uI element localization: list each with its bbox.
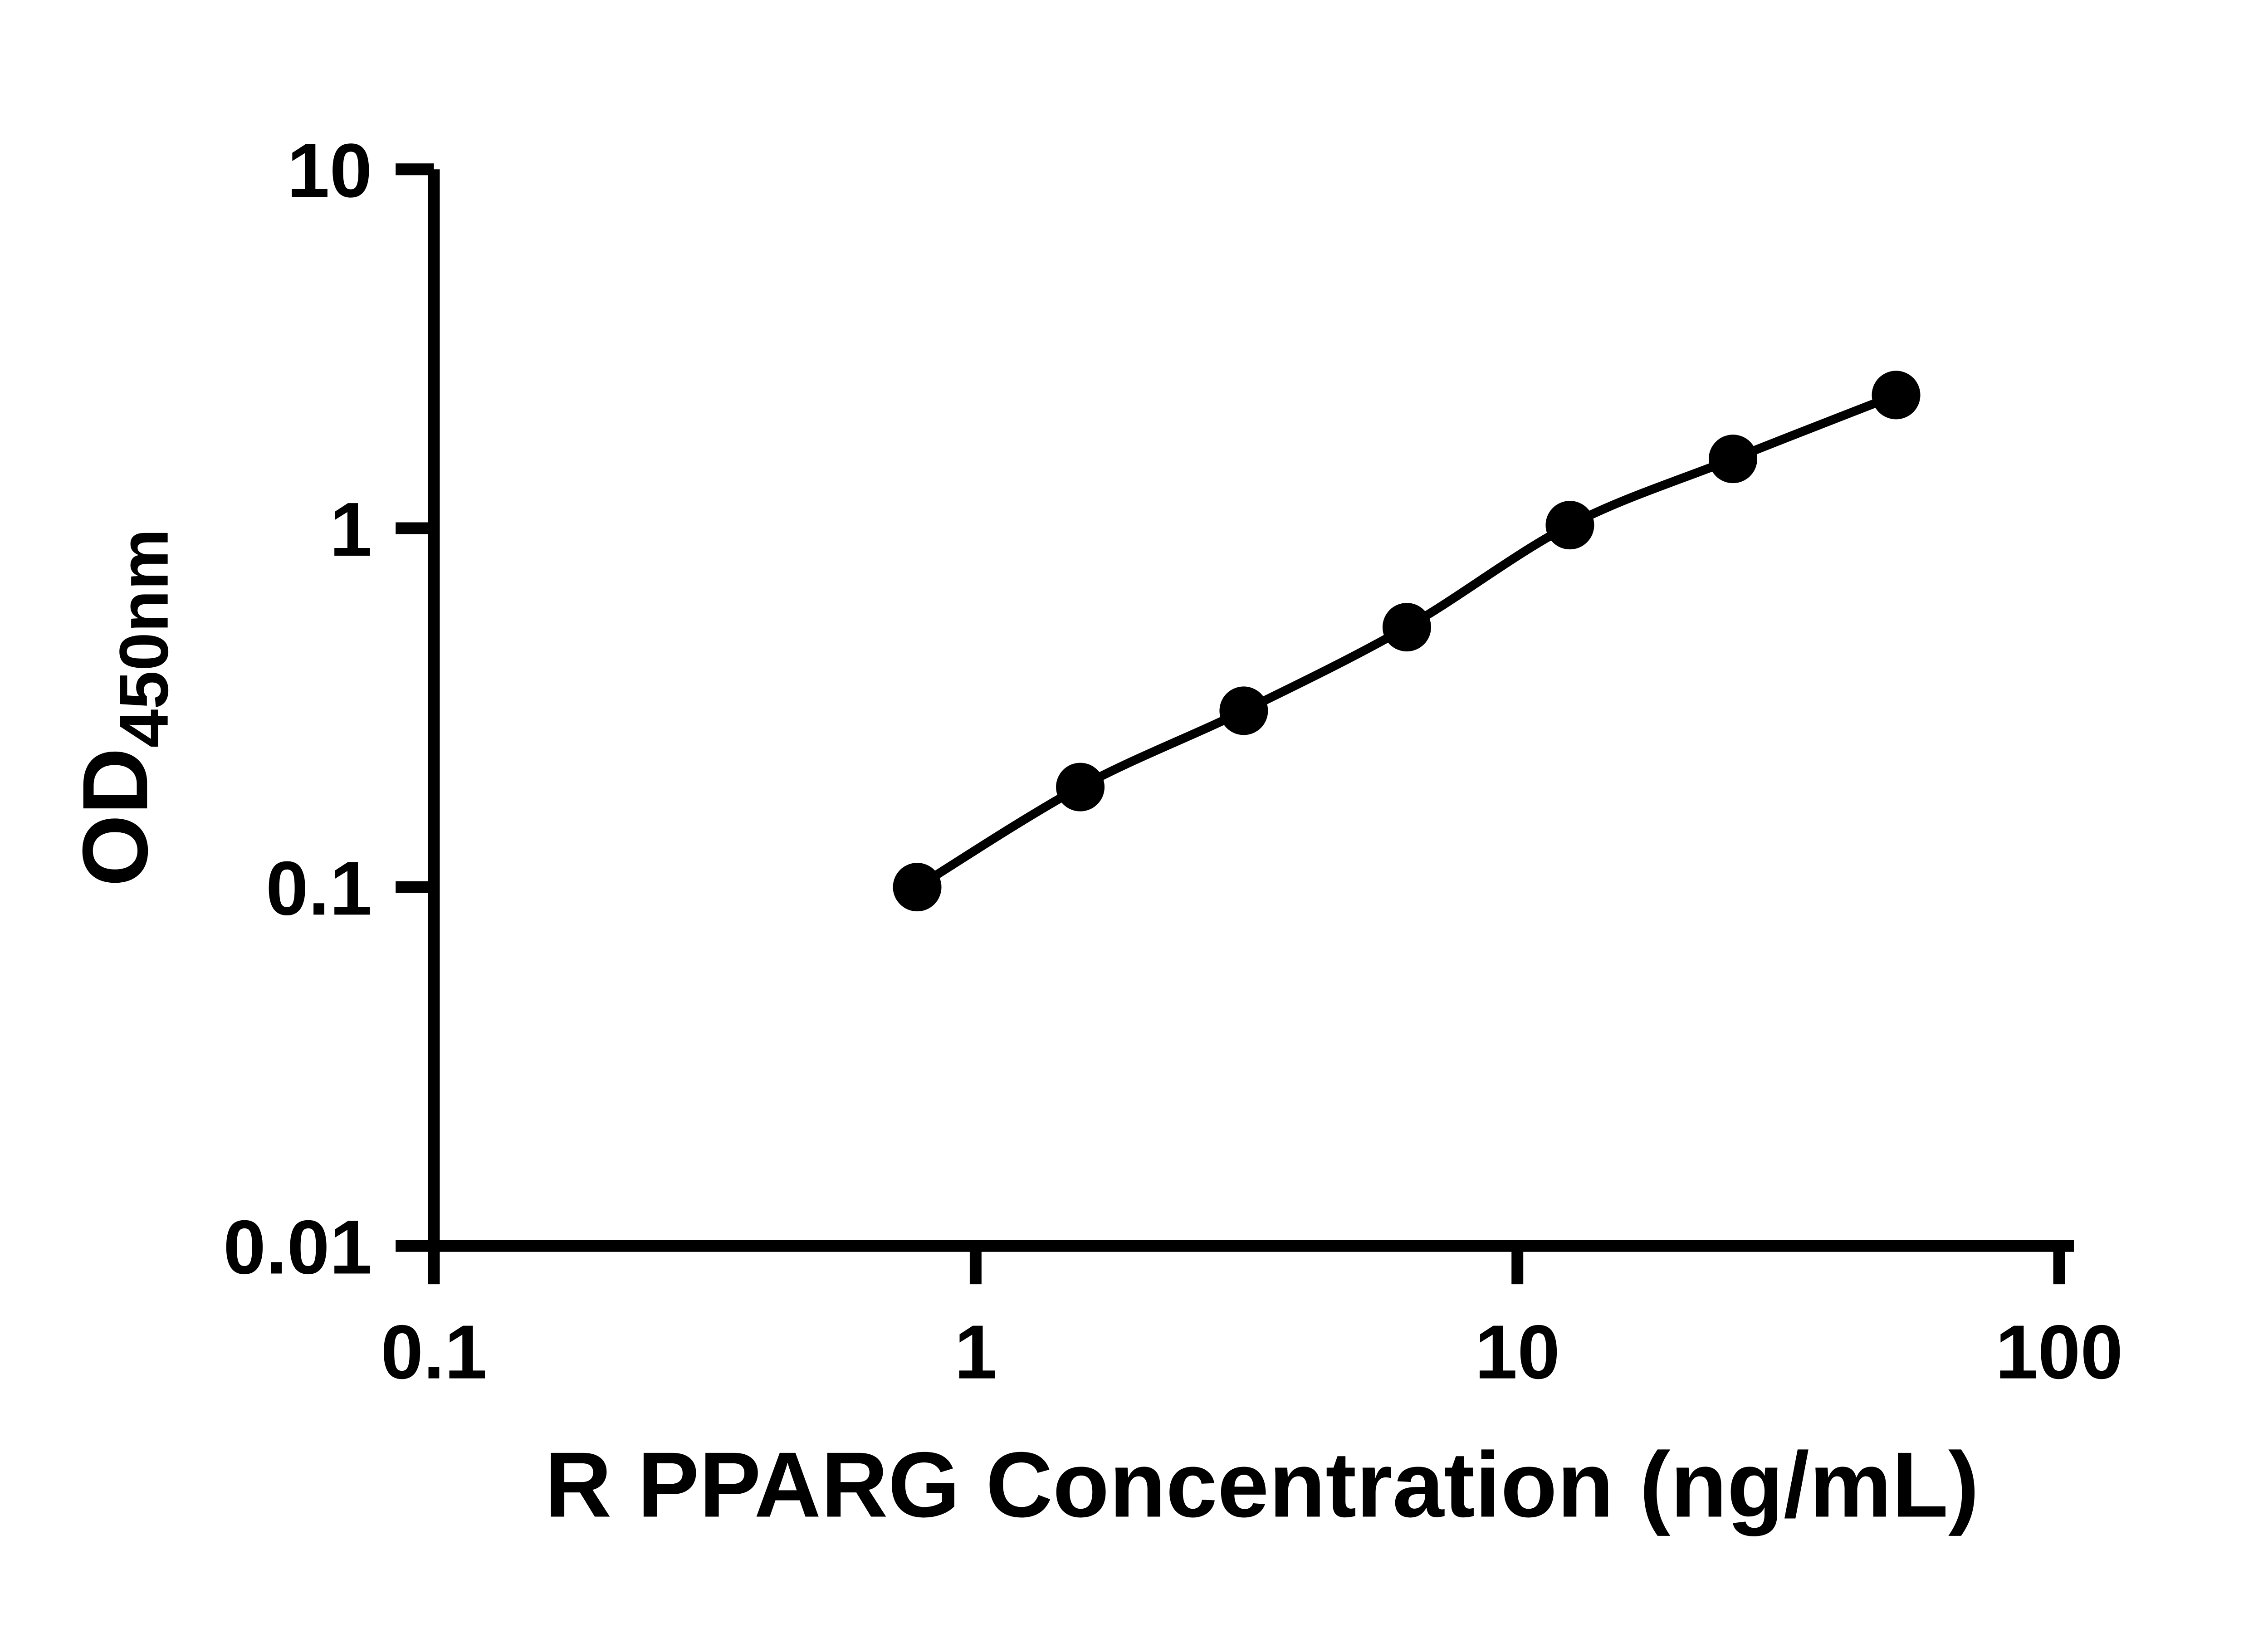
x-axis-title: R PPARG Concentration (ng/mL) bbox=[545, 1433, 1979, 1536]
y-tick-label: 0.1 bbox=[266, 845, 372, 931]
y-tick-label: 0.01 bbox=[223, 1204, 372, 1290]
data-point bbox=[893, 863, 942, 912]
y-tick-label: 10 bbox=[287, 127, 372, 213]
x-tick-label: 10 bbox=[1475, 1309, 1560, 1395]
axes bbox=[428, 169, 2074, 1252]
data-point bbox=[1545, 501, 1594, 550]
data-point bbox=[1219, 686, 1268, 735]
data-point bbox=[1872, 371, 1921, 420]
data-point bbox=[1708, 435, 1757, 484]
x-tick-label: 0.1 bbox=[381, 1309, 487, 1395]
data-point bbox=[1056, 763, 1105, 812]
y-axis-title-sub: 450nm bbox=[106, 528, 183, 748]
y-axis-title-main: OD bbox=[64, 748, 167, 886]
y-tick-label: 1 bbox=[330, 486, 372, 572]
data-series bbox=[893, 371, 1921, 912]
data-point bbox=[1382, 603, 1431, 652]
x-tick-label: 100 bbox=[1995, 1309, 2123, 1395]
axis-ticks bbox=[396, 163, 2065, 1285]
x-tick-label: 1 bbox=[954, 1309, 997, 1395]
y-axis-title: OD450nm bbox=[64, 528, 182, 886]
